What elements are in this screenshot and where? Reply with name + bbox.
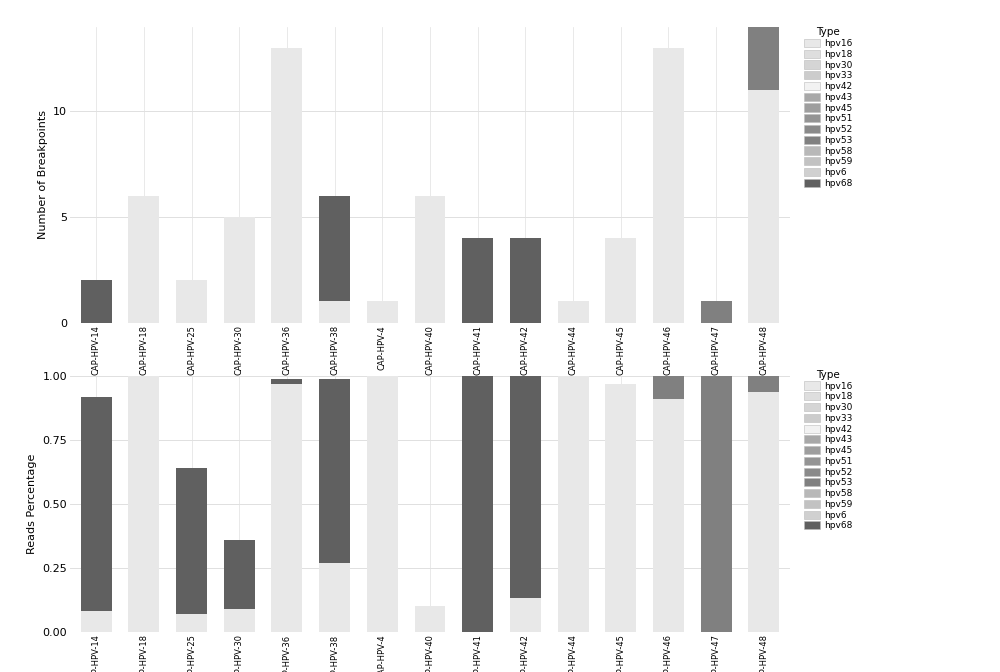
Bar bbox=[176, 614, 207, 632]
Bar bbox=[653, 376, 684, 399]
Bar bbox=[510, 238, 541, 323]
Bar bbox=[748, 90, 779, 323]
Bar bbox=[558, 302, 589, 323]
Bar bbox=[81, 396, 112, 612]
Bar bbox=[653, 399, 684, 632]
Bar bbox=[81, 280, 112, 323]
Bar bbox=[367, 376, 398, 632]
Bar bbox=[748, 392, 779, 632]
Bar bbox=[271, 379, 302, 384]
Bar bbox=[653, 48, 684, 323]
Bar bbox=[224, 609, 255, 632]
Bar bbox=[176, 280, 207, 323]
Bar bbox=[701, 376, 732, 632]
Bar bbox=[415, 196, 445, 323]
Legend: hpv16, hpv18, hpv30, hpv33, hpv42, hpv43, hpv45, hpv51, hpv52, hpv53, hpv58, hpv: hpv16, hpv18, hpv30, hpv33, hpv42, hpv43… bbox=[802, 26, 854, 190]
Bar bbox=[605, 384, 636, 632]
Bar bbox=[558, 376, 589, 632]
Y-axis label: Number of Breakpoints: Number of Breakpoints bbox=[38, 110, 48, 239]
Bar bbox=[605, 238, 636, 323]
Bar bbox=[224, 540, 255, 609]
Bar bbox=[510, 376, 541, 599]
Bar bbox=[748, 376, 779, 392]
Bar bbox=[462, 238, 493, 323]
Bar bbox=[319, 379, 350, 562]
Bar bbox=[462, 376, 493, 632]
Bar bbox=[319, 302, 350, 323]
Bar bbox=[176, 468, 207, 614]
Bar bbox=[81, 612, 112, 632]
Bar bbox=[271, 48, 302, 323]
Bar bbox=[128, 376, 159, 632]
Legend: hpv16, hpv18, hpv30, hpv33, hpv42, hpv43, hpv45, hpv51, hpv52, hpv53, hpv58, hpv: hpv16, hpv18, hpv30, hpv33, hpv42, hpv43… bbox=[802, 368, 854, 532]
Bar bbox=[701, 302, 732, 323]
Bar bbox=[128, 196, 159, 323]
Bar bbox=[319, 196, 350, 302]
Y-axis label: Reads Percentage: Reads Percentage bbox=[27, 454, 37, 554]
Bar bbox=[510, 599, 541, 632]
Bar bbox=[271, 384, 302, 632]
Bar bbox=[319, 562, 350, 632]
Bar bbox=[367, 302, 398, 323]
Bar bbox=[415, 606, 445, 632]
Bar bbox=[224, 217, 255, 323]
Bar bbox=[748, 27, 779, 90]
